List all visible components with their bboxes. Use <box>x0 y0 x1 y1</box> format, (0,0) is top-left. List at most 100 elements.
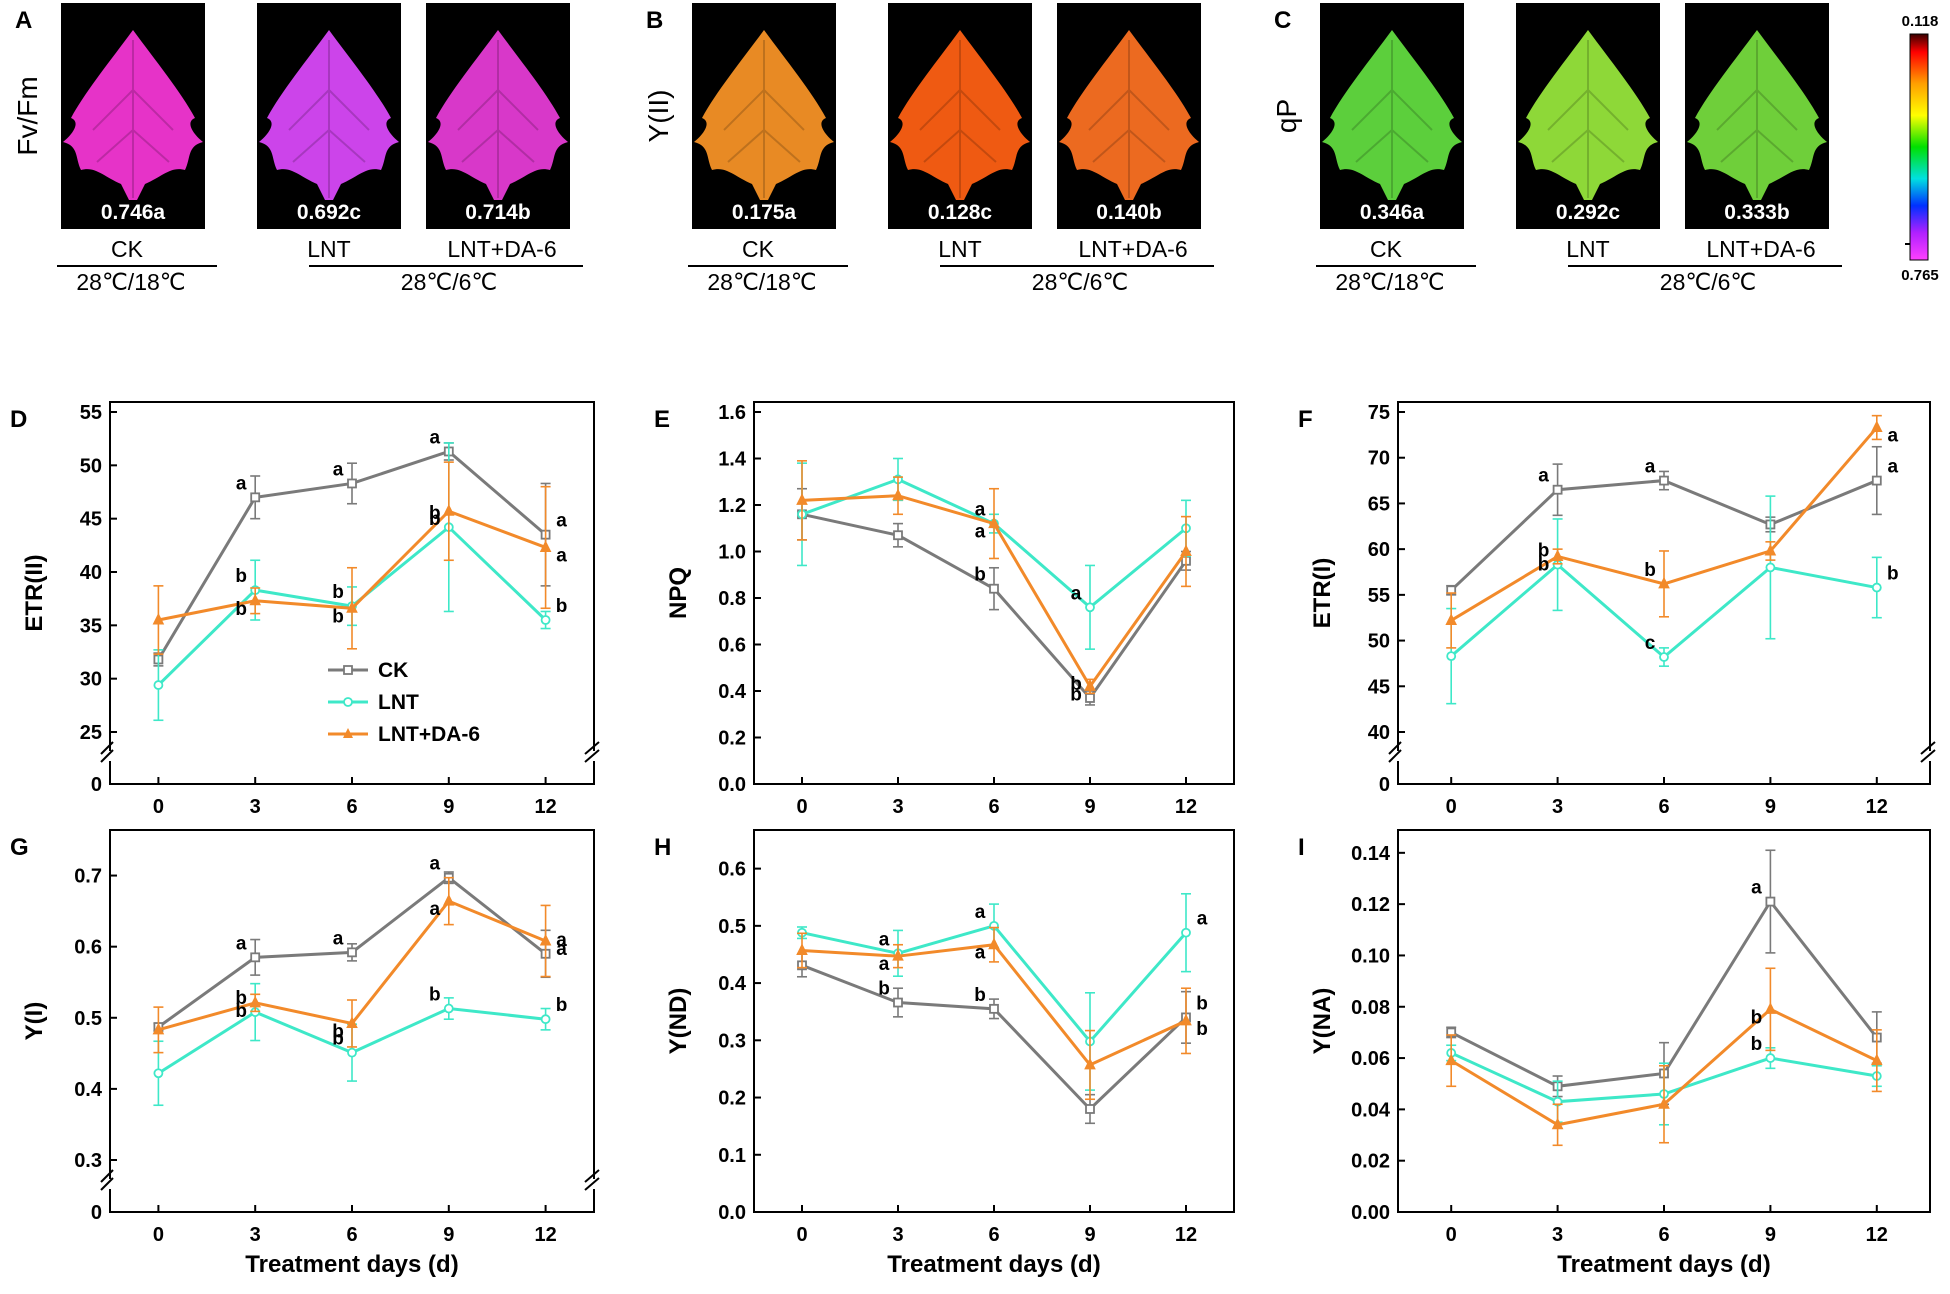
data-point <box>1445 1053 1458 1066</box>
y-tick-label: 45 <box>1368 676 1390 698</box>
data-point <box>1180 1013 1192 1026</box>
significance-letter: b <box>332 582 344 603</box>
y-tick-label: 0.06 <box>1351 1048 1390 1070</box>
image-panel-b: B Y(II) 0.175a 0.128c 0.140b CK LNT LNT+DA-6 28℃… <box>643 3 1214 295</box>
panel-label: F <box>1298 406 1313 433</box>
x-tick-label: 3 <box>892 1224 903 1246</box>
significance-letter: b <box>429 509 441 530</box>
x-tick-label: 0 <box>1446 796 1457 818</box>
temperature-control: 28℃/18℃ <box>1335 269 1444 295</box>
data-point <box>1659 652 1669 662</box>
leaf-image <box>694 30 834 200</box>
leaf-shape <box>1059 30 1199 200</box>
leaf-veins <box>92 40 174 198</box>
x-tick-label: 9 <box>1084 796 1095 818</box>
axis-break-gap <box>105 751 115 761</box>
significance-letter: a <box>333 459 344 480</box>
axis-break-mark <box>584 1169 600 1183</box>
data-point <box>892 949 904 961</box>
x-tick-label: 3 <box>1552 1224 1563 1246</box>
data-point <box>1870 1053 1883 1066</box>
x-tick-label: 6 <box>1658 796 1669 818</box>
data-point <box>1658 1097 1670 1109</box>
data-point <box>1084 679 1096 691</box>
legend-marker <box>343 665 353 675</box>
chart-panel-g: G 0.3 0.4 0.5 0.6 0.7 0 0 3 6 9 12 Y(I) Treatment day… <box>10 829 600 1278</box>
image-value: 0.714b <box>465 201 530 224</box>
y-tick-label: 0.5 <box>74 1008 102 1030</box>
x-tick-label: 9 <box>1765 1224 1776 1246</box>
leaf-shape <box>1518 30 1658 200</box>
data-point <box>250 492 261 503</box>
axis-break-mark <box>584 741 600 755</box>
series-lnt <box>1446 495 1882 705</box>
significance-letter: b <box>429 503 441 524</box>
panel-label: I <box>1298 834 1305 861</box>
significance-letter: b <box>1070 684 1082 705</box>
significance-letter: a <box>879 954 890 975</box>
data-point <box>443 1003 454 1014</box>
data-point <box>1552 484 1563 495</box>
y-tick-label: 0.6 <box>718 859 746 881</box>
condition-lnt-da6: LNT+DA-6 <box>447 236 556 262</box>
series-ck <box>797 953 1191 1125</box>
series-lnt-da-6 <box>152 461 552 655</box>
y-tick-label: 0.1 <box>718 1145 746 1167</box>
condition-lnt: LNT <box>938 236 981 262</box>
significance-letter: b <box>974 985 986 1006</box>
axis-break-mark <box>584 1177 600 1191</box>
significance-letter: a <box>1538 466 1549 487</box>
y-tick-label: 0.2 <box>718 1088 746 1110</box>
temperature-low-night: 28℃/6℃ <box>1032 269 1128 295</box>
significance-letter: a <box>975 943 986 964</box>
significance-letter: b <box>1644 560 1656 581</box>
leaf-image <box>1322 30 1462 200</box>
y-axis-label: Y(ND) <box>665 988 692 1055</box>
significance-letter: a <box>430 899 441 920</box>
significance-letter: a <box>236 933 247 954</box>
panel-label: E <box>654 406 670 433</box>
y-tick-label: 55 <box>1368 585 1390 607</box>
data-point <box>540 1014 551 1025</box>
data-point <box>1764 543 1777 556</box>
significance-letter: a <box>556 939 567 960</box>
condition-ck: CK <box>742 236 775 262</box>
x-tick-label: 12 <box>1175 796 1197 818</box>
chlorophyll-image-panels: A Fv/Fm 0.746a 0.692c 0.714b CK LNT LNT+DA-6 28℃… <box>12 3 1939 295</box>
axis-break-mark <box>100 1169 114 1183</box>
x-tick-label: 3 <box>892 796 903 818</box>
y-tick-label: 1.6 <box>718 402 746 424</box>
y-tick-label: 1.0 <box>718 542 746 564</box>
legend-label: CK <box>378 659 408 682</box>
leaf-veins <box>457 40 539 198</box>
leaf-veins <box>1351 40 1433 198</box>
significance-letter: a <box>1751 878 1762 899</box>
panel-label: C <box>1274 7 1291 34</box>
leaf-veins <box>919 40 1001 198</box>
data-point <box>152 612 165 625</box>
leaf-shape <box>694 30 834 200</box>
significance-letter: a <box>236 473 247 494</box>
y-tick-label: 40 <box>1368 722 1390 744</box>
y-tick-label: 0.3 <box>74 1150 102 1172</box>
y-tick-label: 75 <box>1368 402 1390 424</box>
leaf-shape <box>428 30 568 200</box>
color-scale-top-value: 0.118 <box>1902 13 1939 30</box>
axis-break-mark <box>1388 749 1402 763</box>
significance-letter: a <box>1645 457 1656 478</box>
y-tick-label: 0.6 <box>718 635 746 657</box>
temperature-control: 28℃/18℃ <box>76 269 185 295</box>
leaf-veins <box>1716 40 1798 198</box>
significance-letter: a <box>975 522 986 543</box>
y-tick-label: 0.8 <box>718 588 746 610</box>
x-tick-label: 6 <box>988 1224 999 1246</box>
significance-letter: b <box>1751 1007 1763 1028</box>
significance-letter: b <box>1538 541 1550 562</box>
image-value: 0.333b <box>1724 201 1789 224</box>
x-tick-label: 12 <box>534 1224 556 1246</box>
data-point <box>249 593 262 606</box>
data-point <box>1180 544 1192 556</box>
image-panel-a: A Fv/Fm 0.746a 0.692c 0.714b CK LNT LNT+DA-6 28℃… <box>12 3 583 295</box>
data-point <box>1181 927 1191 938</box>
